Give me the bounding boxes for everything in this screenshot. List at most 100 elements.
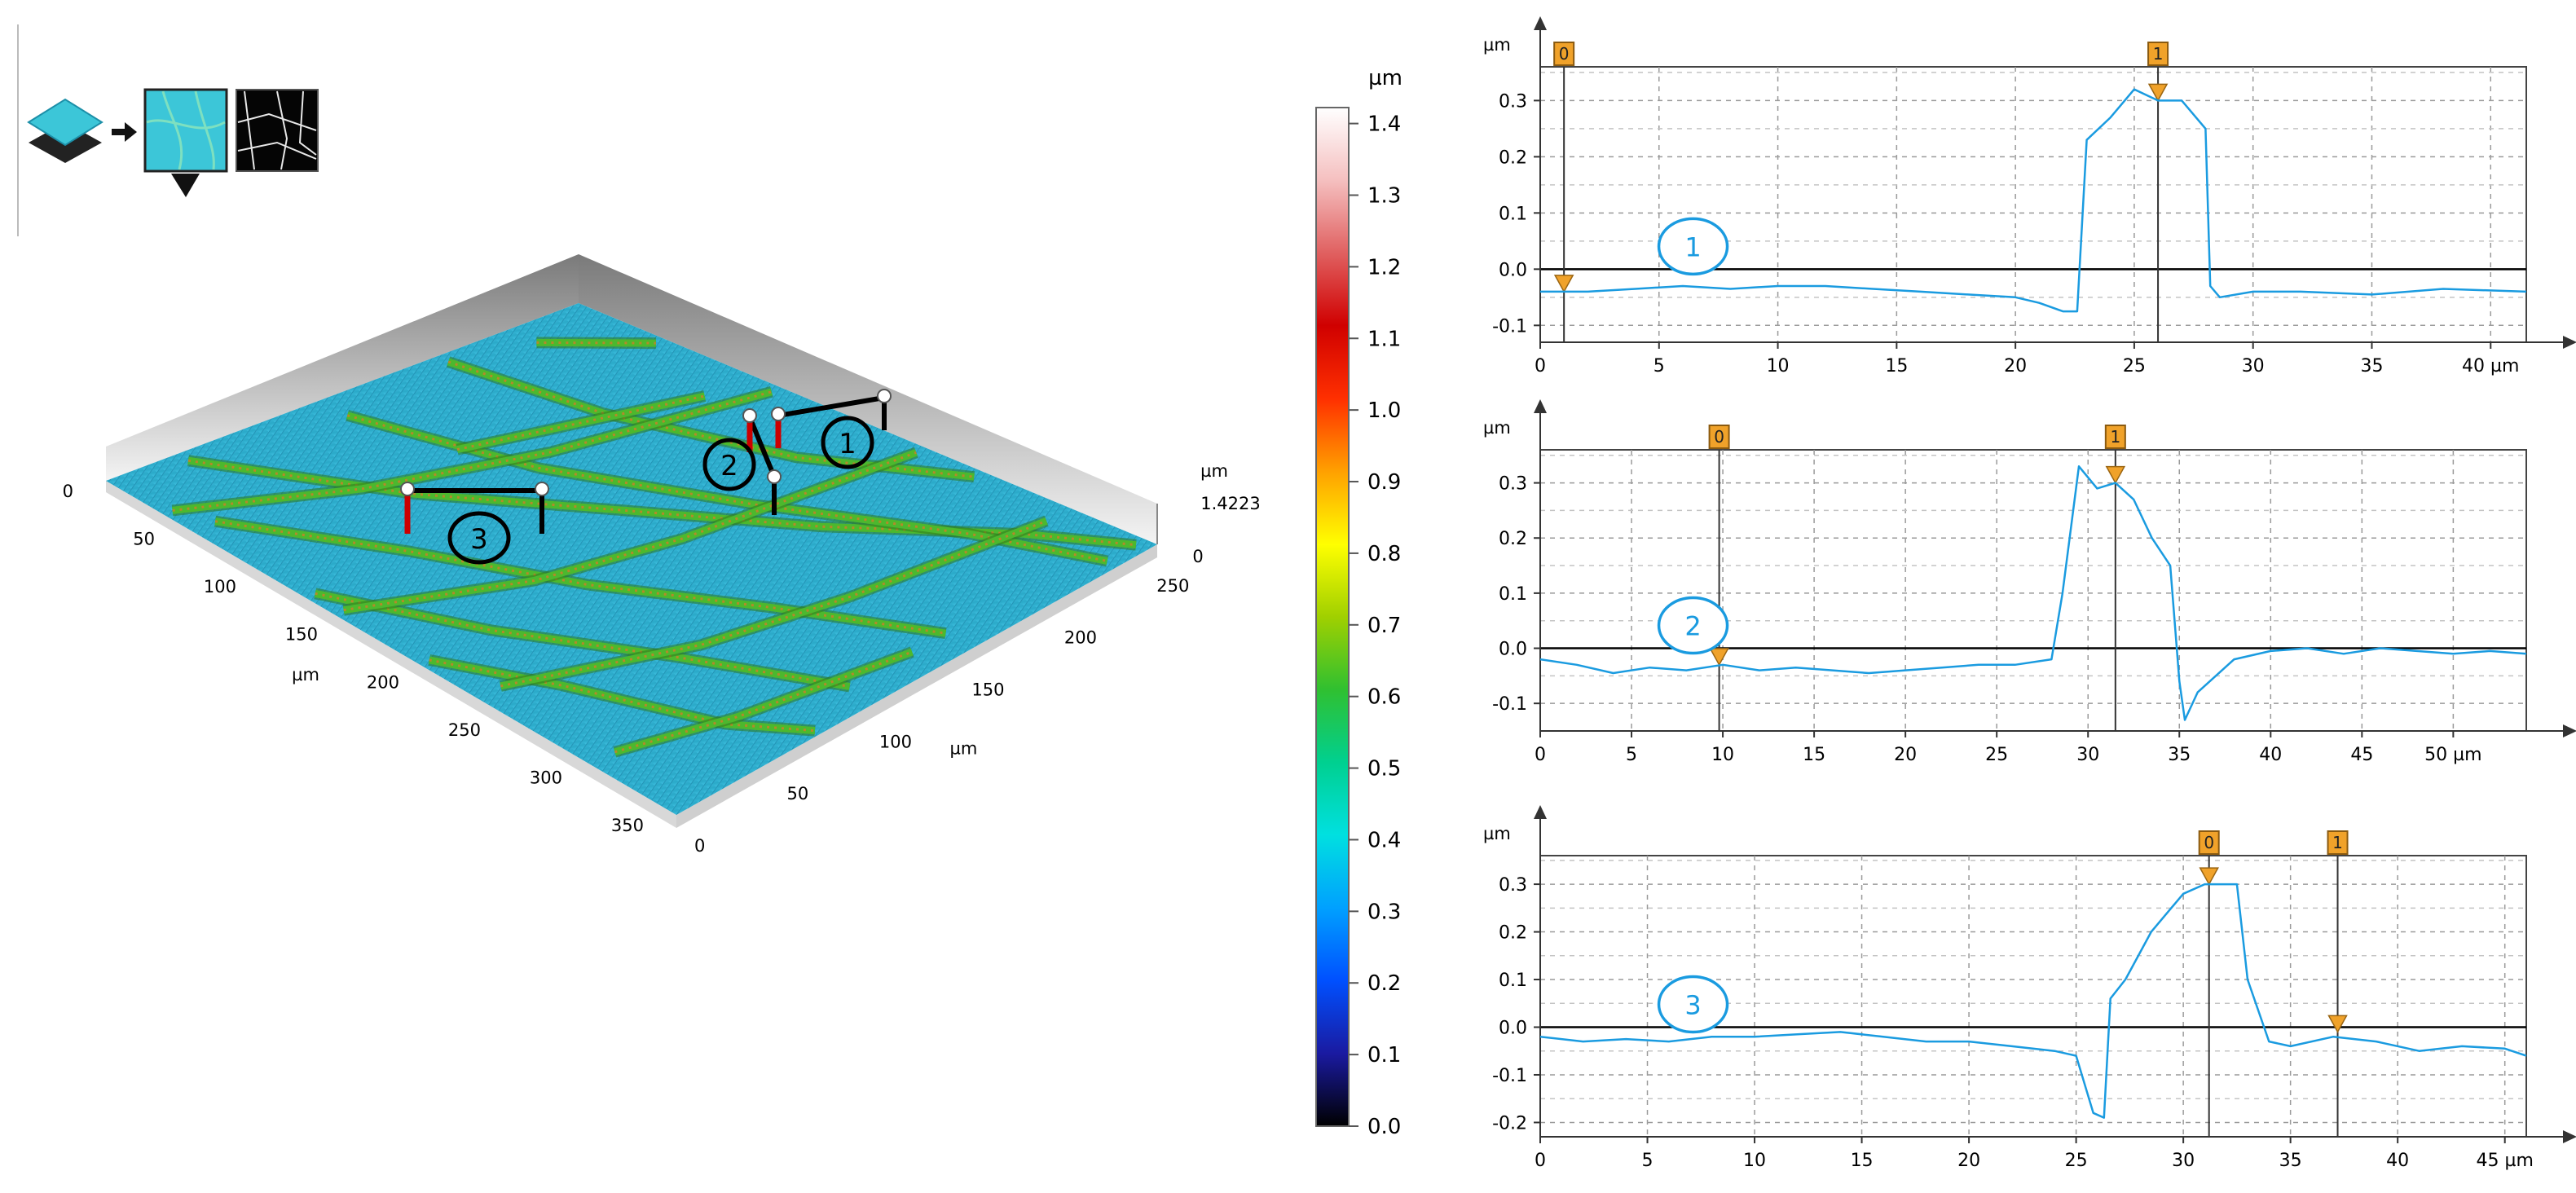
ridge [500,517,1048,690]
cursor-marker-icon[interactable] [1709,648,1729,667]
cursor-label: 0 [1714,427,1724,447]
x-tick-label: 0 [1535,1151,1546,1171]
x-tick-label: 10 [1711,745,1734,765]
x-tick-label: 30 [2242,356,2265,376]
cursor-flag[interactable] [1708,425,1730,449]
x-axis-tick-label: 250 [448,720,481,740]
y-tick-label: -0.1 [1492,694,1527,715]
y-axis-tick-label: 100 [879,732,912,751]
x-tick-label: 5 [1653,356,1665,376]
profile-marker-label-1: 1 [839,428,856,460]
surface-x-axis: 0 50 100 150 200 250 300 350 µm [63,482,644,835]
x-tick-label: 5 [1626,745,1637,765]
y-tick-label: 0.2 [1499,529,1527,549]
x-tick-label: 45 µm [2476,1151,2533,1171]
y-tick-label: -0.1 [1492,1066,1527,1086]
colorbar-tick-label: 0.9 [1367,470,1401,495]
cursor-marker-icon[interactable] [2105,465,2126,485]
cursor-marker-icon[interactable] [2199,867,2219,886]
y-axis-unit: µm [1483,35,1511,55]
y-tick-label: 0.0 [1499,260,1527,280]
y-axis-arrow-icon [1534,399,1547,413]
x-axis-tick-label: 100 [204,577,236,596]
x-tick-label: 30 [2076,745,2099,765]
triangle-down-icon[interactable] [171,174,200,197]
cursor-flag[interactable] [2104,425,2126,449]
arrow-right-icon [112,122,137,142]
colorbar-tick-label: 0.8 [1367,542,1401,566]
x-tick-label: 15 [1885,356,1908,376]
profile-chart-1[interactable]: µm 0 5 10 15 20 25 30 35 40 µm -0.1 0.0 0.1 0.2 0.3 0 1 1 [1483,16,2576,376]
x-tick-label: 40 µm [2462,356,2519,376]
y-axis-tick-label: 200 [1064,628,1097,648]
x-axis-unit: µm [292,665,319,685]
colorbar-tick-label: 0.2 [1367,971,1401,996]
colorbar-gradient [1315,107,1350,1127]
x-tick-label: 5 [1642,1151,1653,1171]
y-tick-label: 0.1 [1499,584,1527,605]
ridge-peaks [429,658,816,733]
colorbar-tick-label: 0.4 [1367,828,1401,852]
slab-side-right [676,544,1157,828]
x-axis-tick-label: 150 [285,625,318,645]
profile-chart-2[interactable]: µm0 5 10 15 20 25 30 35 40 45 50 µm-0.10.00.10.20.… [1483,399,2576,765]
z-axis-max: 1.4223 [1200,494,1260,513]
stacked-layers-icon[interactable] [27,98,103,163]
y-tick-label: -0.2 [1492,1113,1527,1134]
y-tick-label: 0.3 [1499,875,1527,896]
cursor-flag[interactable] [2198,830,2220,855]
cursor-marker-icon[interactable] [2327,1015,2348,1033]
x-tick-label: 35 [2279,1151,2302,1171]
x-axis-tick-label: 350 [611,816,644,835]
x-tick-label: 10 [1767,356,1790,376]
cursor-label: 1 [2332,833,2343,852]
y-tick-label: 0.1 [1499,204,1527,224]
y-axis-unit: µm [1483,418,1511,438]
x-tick-label: 0 [1535,745,1546,765]
y-tick-label: 0.2 [1499,923,1527,944]
colorbar-tick-label: 1.1 [1367,327,1401,351]
y-tick-label: 0.2 [1499,147,1527,168]
cursor-marker-icon[interactable] [1553,275,1574,293]
ridge [614,648,914,756]
x-tick-label: 0 [1535,356,1546,376]
cursor-flag[interactable] [1553,42,1575,66]
colorbar-tick-label: 1.2 [1367,255,1401,280]
y-axis-unit: µm [950,739,978,759]
x-axis-arrow-icon [2563,1130,2576,1143]
profile-label: 3 [1684,990,1701,1021]
profile-label-ellipse [1657,217,1729,276]
x-tick-label: 25 [1985,745,2008,765]
cursor-flag[interactable] [2327,830,2349,855]
x-tick-label: 25 [2123,356,2146,376]
y-tick-label: 0.0 [1499,640,1527,660]
x-tick-label: 35 [2168,745,2191,765]
z-axis-zero: 0 [1192,547,1203,566]
network-mask-thumbnail[interactable] [236,89,319,172]
profile-line-1: 1 [771,389,892,469]
cursor-label: 0 [2204,833,2214,852]
cursor-label: 1 [2153,44,2164,64]
y-axis-tick-label: 150 [971,680,1004,699]
surface-y-axis: 0 50 100 150 200 250 µm [694,576,1189,856]
height-map-thumbnail[interactable] [143,88,228,173]
x-axis-arrow-icon [2563,336,2576,349]
x-tick-label: 20 [2004,356,2027,376]
x-axis-tick-label: 200 [367,672,399,692]
z-axis-unit: µm [1200,461,1228,481]
thumbnail-strip [17,24,319,236]
colorbar-tick-label: 1.3 [1367,183,1401,208]
ridge-peaks [536,341,656,345]
y-tick-label: 0.0 [1499,1019,1527,1039]
cursor-marker-icon[interactable] [2147,83,2169,102]
x-tick-label: 20 [1957,1151,1980,1171]
cursor-flag[interactable] [2147,42,2169,66]
profile-chart-3[interactable]: µm0 5 10 15 20 25 30 35 40 45 µm-0.2-0.10.00.10.2… [1483,805,2576,1171]
x-axis-tick-label: 0 [63,482,73,501]
plot-frame [1539,449,2527,732]
x-tick-label: 30 [2172,1151,2195,1171]
x-axis-arrow-icon [2563,724,2576,737]
